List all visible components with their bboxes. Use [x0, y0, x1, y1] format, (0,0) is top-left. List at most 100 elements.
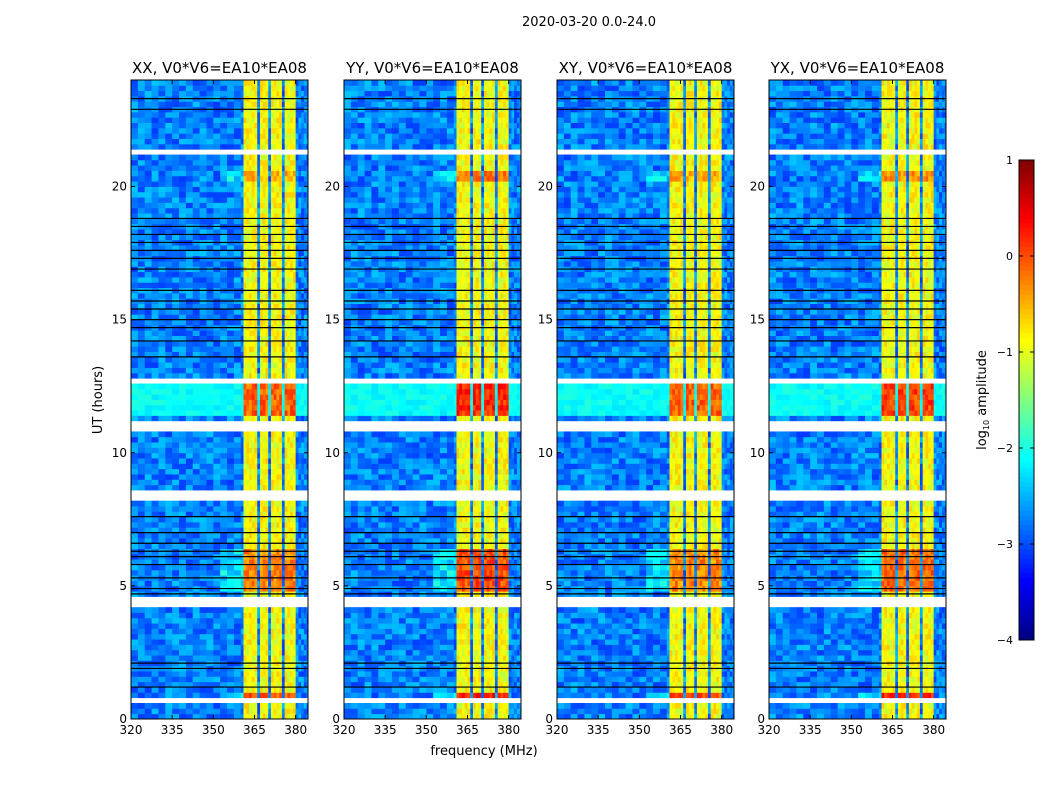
- heatmap-cell: [249, 442, 252, 448]
- heatmap-cell: [298, 133, 301, 139]
- heatmap-cell: [265, 634, 268, 640]
- heatmap-cell: [138, 144, 145, 150]
- heatmap-cell: [495, 676, 498, 682]
- heatmap-cell: [213, 501, 220, 507]
- heatmap-cell: [206, 628, 213, 634]
- heatmap-cell: [172, 485, 179, 491]
- heatmap-cell: [282, 144, 285, 150]
- heatmap-cell: [514, 676, 517, 682]
- heatmap-cell: [227, 442, 234, 448]
- heatmap-cell: [296, 639, 299, 645]
- heatmap-cell: [227, 543, 234, 549]
- heatmap-cell: [244, 565, 247, 571]
- heatmap-cell: [470, 692, 473, 698]
- heatmap-cell: [172, 234, 179, 240]
- heatmap-cell: [249, 506, 252, 512]
- heatmap-cell: [274, 506, 277, 512]
- heatmap-cell: [186, 128, 193, 134]
- heatmap-cell: [293, 607, 296, 613]
- heatmap-cell: [514, 692, 517, 698]
- heatmap-cell: [293, 192, 296, 198]
- heatmap-cell: [279, 123, 282, 129]
- heatmap-cell: [246, 458, 249, 464]
- heatmap-cell: [296, 431, 299, 437]
- heatmap-cell: [254, 139, 257, 145]
- heatmap-cell: [244, 282, 247, 288]
- heatmap-cell: [193, 373, 200, 379]
- heatmap-cell: [244, 703, 247, 709]
- heatmap-cell: [244, 330, 247, 336]
- heatmap-cell: [276, 634, 279, 640]
- heatmap-cell: [263, 533, 266, 539]
- heatmap-cell: [138, 341, 145, 347]
- heatmap-cell: [298, 277, 301, 283]
- heatmap-cell: [252, 218, 255, 224]
- heatmap-cell: [263, 469, 266, 475]
- heatmap-cell: [186, 197, 193, 203]
- heatmap-cell: [260, 176, 263, 182]
- heatmap-cell: [165, 405, 172, 411]
- heatmap-cell: [296, 85, 299, 91]
- heatmap-cell: [193, 644, 200, 650]
- heatmap-cell: [249, 634, 252, 640]
- heatmap-cell: [220, 655, 227, 661]
- heatmap-cell: [265, 479, 268, 485]
- heatmap-cell: [274, 187, 277, 193]
- heatmap-cell: [249, 517, 252, 523]
- heatmap-cell: [200, 202, 207, 208]
- heatmap-cell: [285, 655, 288, 661]
- heatmap-cell: [234, 261, 241, 267]
- heatmap-cell: [227, 501, 234, 507]
- heatmap-cell: [285, 85, 288, 91]
- heatmap-cell: [290, 453, 293, 459]
- heatmap-cell: [131, 128, 138, 134]
- heatmap-cell: [241, 144, 244, 150]
- heatmap-cell: [220, 687, 227, 693]
- heatmap-cell: [301, 533, 304, 539]
- heatmap-cell: [200, 613, 207, 619]
- heatmap-cell: [252, 447, 255, 453]
- heatmap-cell: [285, 650, 288, 656]
- heatmap-cell: [193, 133, 200, 139]
- heatmap-cell: [301, 458, 304, 464]
- heatmap-cell: [200, 644, 207, 650]
- heatmap-cell: [282, 171, 285, 177]
- heatmap-cell: [249, 362, 252, 368]
- heatmap-cell: [227, 362, 234, 368]
- heatmap-cell: [517, 708, 520, 714]
- heatmap-cell: [304, 474, 307, 480]
- heatmap-cell: [220, 517, 227, 523]
- heatmap-cell: [503, 692, 506, 698]
- heatmap-cell: [457, 692, 460, 698]
- heatmap-cell: [249, 570, 252, 576]
- heatmap-cell: [351, 692, 358, 698]
- heatmap-cell: [131, 431, 138, 437]
- heatmap-cell: [285, 607, 288, 613]
- heatmap-cell: [244, 634, 247, 640]
- heatmap-cell: [271, 581, 274, 587]
- heatmap-cell: [227, 176, 234, 182]
- heatmap-cell: [276, 708, 279, 714]
- heatmap-cell: [206, 165, 213, 171]
- heatmap-cell: [257, 671, 260, 677]
- heatmap-cell: [193, 485, 200, 491]
- heatmap-cell: [213, 309, 220, 315]
- heatmap-cell: [241, 80, 244, 86]
- heatmap-cell: [301, 165, 304, 171]
- heatmap-cell: [234, 639, 241, 645]
- heatmap-cell: [172, 176, 179, 182]
- heatmap-cell: [200, 176, 207, 182]
- heatmap-cell: [263, 91, 266, 97]
- heatmap-cell: [290, 485, 293, 491]
- heatmap-cell: [252, 463, 255, 469]
- heatmap-cell: [213, 277, 220, 283]
- heatmap-cell: [249, 708, 252, 714]
- heatmap-cell: [344, 676, 351, 682]
- heatmap-cell: [257, 197, 260, 203]
- heatmap-cell: [478, 708, 481, 714]
- heatmap-cell: [220, 570, 227, 576]
- heatmap-cell: [301, 293, 304, 299]
- heatmap-cell: [138, 655, 145, 661]
- heatmap-cell: [131, 613, 138, 619]
- heatmap-cell: [172, 703, 179, 709]
